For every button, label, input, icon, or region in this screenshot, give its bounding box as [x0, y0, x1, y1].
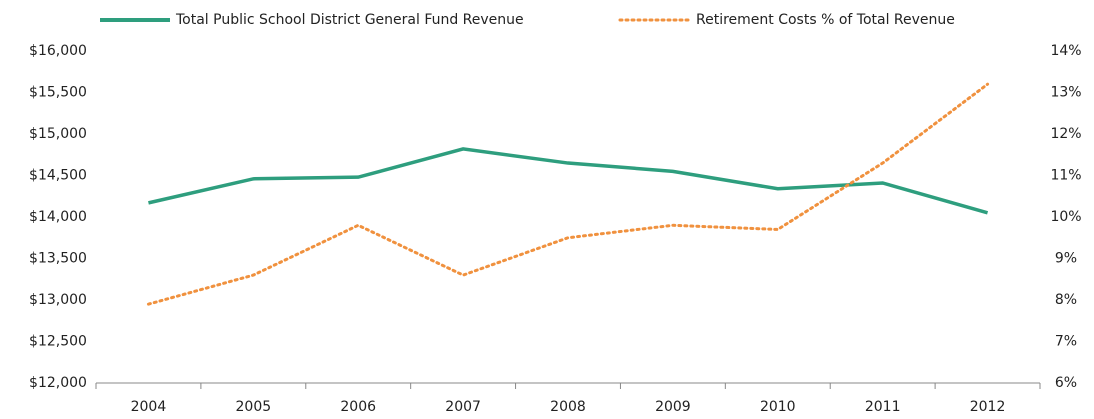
legend-label: Retirement Costs % of Total Revenue — [696, 12, 955, 28]
y-tick-label: $12,500 — [29, 334, 87, 350]
x-tick-label: 2005 — [236, 399, 272, 415]
y2-tick-label: 9% — [1055, 251, 1077, 267]
y-tick-label: $16,000 — [29, 43, 87, 59]
x-tick-label: 2008 — [550, 399, 586, 415]
y2-tick-label: 12% — [1050, 126, 1081, 142]
y-tick-label: $14,000 — [29, 209, 87, 225]
x-tick-label: 2011 — [865, 399, 901, 415]
y2-tick-label: 11% — [1050, 168, 1081, 184]
y2-tick-label: 7% — [1055, 334, 1077, 350]
y-tick-label: $12,000 — [29, 375, 87, 391]
legend-label: Total Public School District General Fun… — [175, 12, 524, 28]
x-tick-label: 2007 — [445, 399, 481, 415]
x-tick-label: 2004 — [131, 399, 167, 415]
x-tick-label: 2010 — [760, 399, 796, 415]
y2-tick-label: 10% — [1050, 209, 1081, 225]
series-line — [146, 82, 990, 306]
y-tick-label: $14,500 — [29, 168, 87, 184]
series-line — [148, 147, 989, 215]
y-tick-label: $13,000 — [29, 292, 87, 308]
y-tick-label: $13,500 — [29, 251, 87, 267]
y2-tick-label: 6% — [1055, 375, 1077, 391]
y2-tick-label: 13% — [1050, 85, 1081, 101]
x-tick-label: 2006 — [340, 399, 376, 415]
y2-tick-label: 14% — [1050, 43, 1081, 59]
x-tick-label: 2012 — [970, 399, 1006, 415]
x-tick-label: 2009 — [655, 399, 691, 415]
y-tick-label: $15,500 — [29, 85, 87, 101]
y2-tick-label: 8% — [1055, 292, 1077, 308]
y-tick-label: $15,000 — [29, 126, 87, 142]
